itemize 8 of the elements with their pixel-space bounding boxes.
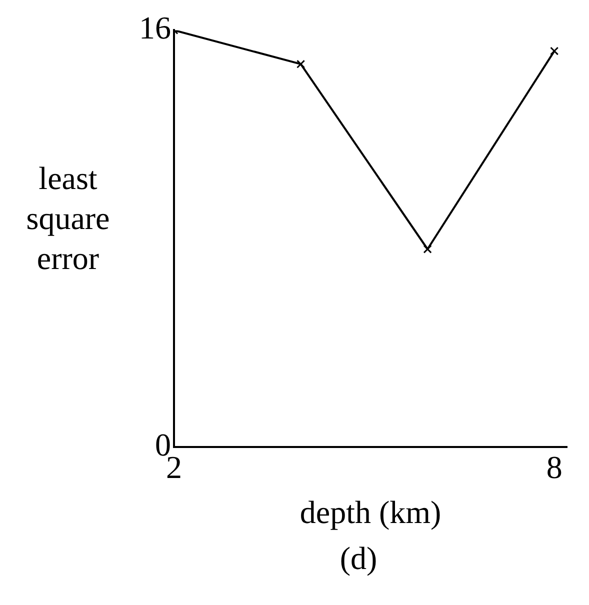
x-axis-title: depth (km) xyxy=(300,494,442,530)
y-axis-title: least square error xyxy=(25,159,111,278)
text: (d) xyxy=(338,540,378,577)
point xyxy=(550,46,559,56)
y-tick-label: 16 xyxy=(139,10,171,46)
point xyxy=(296,60,306,68)
x-tick-label: 8 xyxy=(546,448,562,485)
point xyxy=(423,244,432,254)
